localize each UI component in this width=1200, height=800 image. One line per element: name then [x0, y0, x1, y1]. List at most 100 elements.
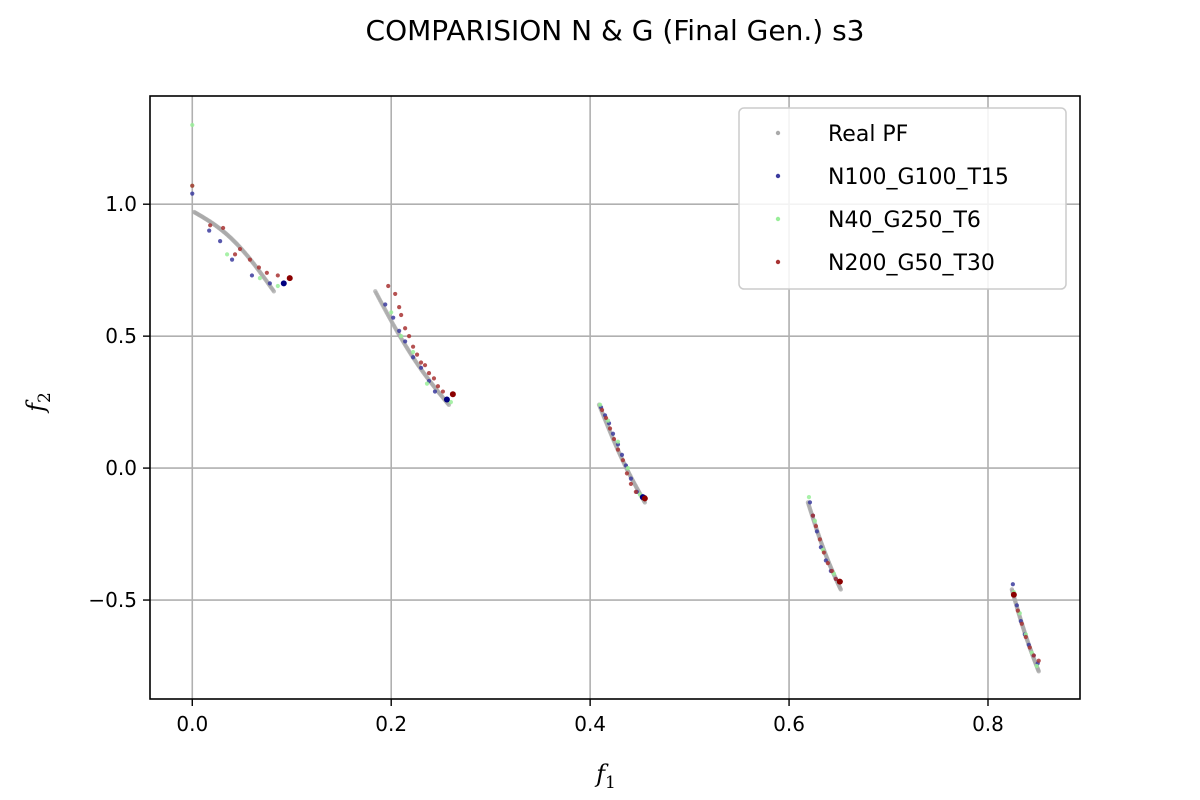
data-point [1036, 658, 1041, 663]
data-point [615, 447, 621, 452]
highlight-point [836, 578, 843, 585]
data-point [422, 363, 428, 368]
data-point [424, 381, 430, 386]
data-point [383, 302, 388, 307]
data-point [256, 265, 262, 270]
data-point [397, 305, 402, 310]
x-tick-label: 0.0 [176, 712, 208, 736]
data-point [393, 291, 398, 297]
data-point [628, 481, 634, 487]
data-point [833, 576, 838, 582]
data-point [1031, 653, 1036, 658]
legend-label: N200_G50_T30 [828, 251, 995, 276]
data-point [386, 283, 391, 289]
data-point [403, 339, 408, 344]
data-point [275, 283, 280, 289]
data-point [267, 281, 272, 286]
data-point [620, 458, 626, 463]
data-point [407, 334, 412, 339]
data-point [275, 273, 280, 278]
data-point [821, 550, 826, 555]
series-2 [190, 122, 1039, 669]
axis-ticks: 0.0 0.2 0.4 0.6 0.8 −0.5 0.0 0.5 1.0 [88, 192, 1003, 736]
highlight-point [280, 280, 287, 287]
data-point [391, 315, 396, 320]
data-point [1014, 603, 1019, 608]
x-axis-label: f1 [594, 760, 616, 793]
data-point [812, 518, 818, 523]
data-point [389, 310, 394, 315]
chart-title: COMPARISION N & G (Final Gen.) s3 [366, 14, 865, 47]
x-tick-label: 0.8 [972, 712, 1004, 736]
data-point [825, 560, 830, 566]
data-point [410, 344, 416, 349]
data-point [257, 275, 263, 281]
data-point [817, 537, 822, 542]
legend-marker [775, 259, 781, 265]
data-point [624, 471, 630, 476]
data-point [431, 376, 437, 381]
legend-label: N100_G100_T15 [828, 165, 1009, 190]
data-point [599, 407, 605, 413]
data-point [829, 568, 834, 574]
data-point [224, 252, 230, 257]
data-point [218, 239, 223, 244]
highlight-point [1010, 591, 1017, 598]
legend-box [738, 107, 1067, 290]
data-point [806, 495, 812, 500]
highlight-point [443, 396, 450, 403]
data-point [208, 223, 213, 228]
data-point [1015, 608, 1020, 613]
plot-area [190, 122, 1041, 674]
data-point [813, 524, 819, 529]
data-point [607, 426, 613, 431]
legend-label: N40_G250_T6 [828, 208, 981, 233]
data-point [810, 513, 816, 518]
data-point [414, 352, 420, 357]
data-point [628, 476, 634, 481]
data-point [615, 439, 621, 444]
data-point [190, 191, 195, 196]
axes-frame [149, 95, 1081, 700]
data-point [1034, 663, 1039, 669]
data-point [247, 257, 253, 262]
legend-marker [775, 130, 781, 136]
data-point [271, 289, 277, 294]
data-point [610, 431, 616, 436]
data-point [1027, 645, 1032, 650]
legend: Real PF N100_G100_T15 N40_G250_T6 N200_G50_… [738, 107, 1067, 290]
legend-label: Real PF [828, 122, 908, 147]
data-point [399, 312, 404, 318]
data-point [264, 270, 269, 275]
x-tick-label: 0.6 [773, 712, 805, 736]
data-point [229, 257, 235, 262]
data-point [190, 183, 195, 188]
data-point [448, 400, 453, 405]
data-point [814, 529, 820, 534]
data-point [440, 389, 446, 394]
legend-marker [775, 173, 781, 179]
data-point [232, 252, 238, 257]
data-point [410, 355, 416, 360]
data-point [1023, 634, 1028, 640]
data-point [221, 225, 226, 231]
x-tick-label: 0.2 [375, 712, 407, 736]
data-point [1010, 582, 1015, 587]
legend-marker [775, 216, 781, 222]
data-point [190, 122, 195, 128]
data-point [418, 365, 424, 370]
data-point [597, 402, 603, 407]
y-tick-label: 1.0 [105, 192, 137, 216]
data-point [426, 370, 432, 376]
y-tick-label: 0.0 [105, 456, 137, 480]
x-tick-label: 0.4 [574, 712, 606, 736]
y-axis-label: f2 [22, 392, 55, 414]
data-point [432, 389, 438, 394]
highlight-point [449, 391, 456, 398]
highlight-points [280, 275, 1017, 598]
data-point [633, 489, 638, 494]
data-point [619, 452, 625, 457]
data-point [1019, 621, 1024, 626]
data-point [807, 500, 813, 505]
data-point [399, 334, 404, 339]
